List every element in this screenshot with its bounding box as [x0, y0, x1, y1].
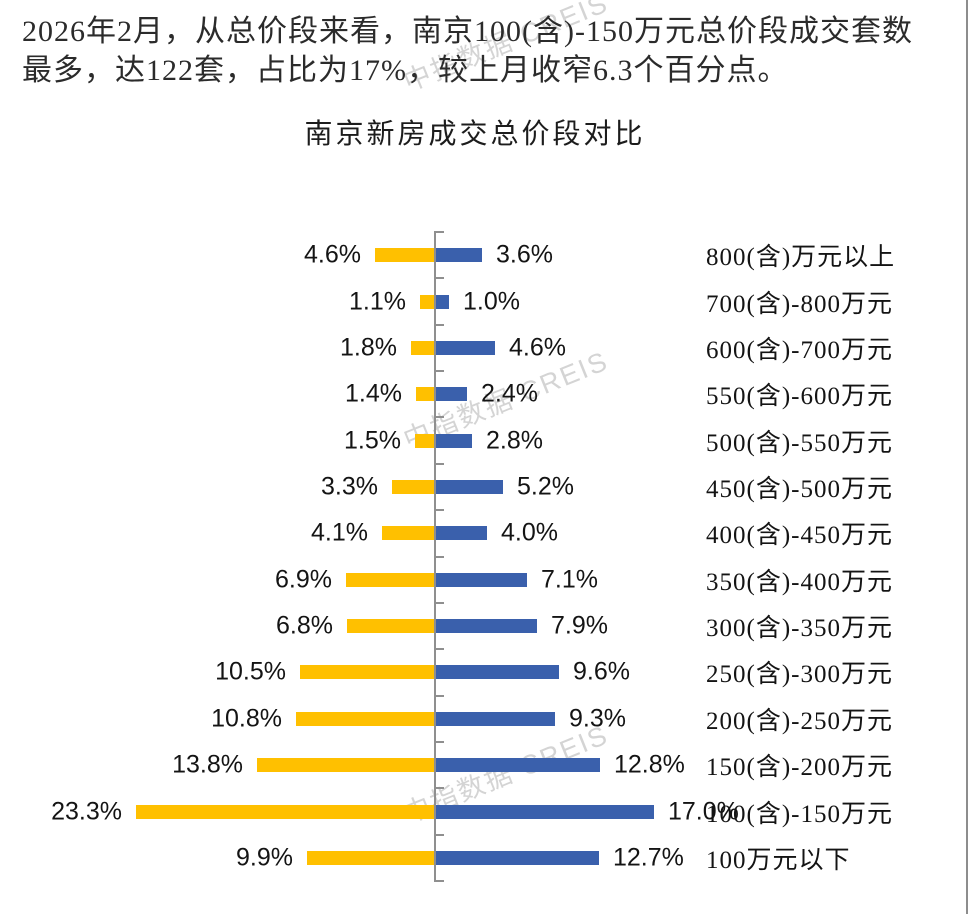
axis-tick	[434, 880, 444, 883]
bar-right-blue	[436, 248, 482, 263]
value-label-left: 1.8%	[340, 333, 397, 362]
axis-tick	[434, 555, 444, 558]
bar-right-blue	[436, 804, 654, 819]
bar-left-yellow	[392, 479, 434, 494]
value-label-right: 12.8%	[614, 750, 685, 779]
value-label-right: 4.0%	[501, 518, 558, 547]
axis-tick	[434, 231, 444, 233]
category-label: 700(含)-800万元	[706, 290, 893, 318]
page-edge-line	[966, 0, 968, 914]
bar-left-yellow	[347, 619, 434, 634]
value-label-left: 10.5%	[215, 657, 286, 686]
bar-left-yellow	[296, 711, 434, 726]
value-label-right: 2.4%	[481, 379, 538, 408]
category-label: 250(含)-300万元	[706, 661, 893, 689]
axis-tick	[434, 648, 444, 651]
bar-left-yellow	[411, 340, 434, 355]
bar-left-yellow	[307, 850, 434, 865]
category-label: 400(含)-450万元	[706, 522, 893, 550]
bar-right-blue	[436, 665, 559, 680]
value-label-left: 6.9%	[275, 565, 332, 594]
category-label: 350(含)-400万元	[706, 568, 893, 596]
axis-tick	[434, 694, 444, 697]
bar-right-blue	[436, 758, 600, 773]
axis-tick	[434, 462, 444, 465]
axis-tick	[434, 277, 444, 280]
value-label-right: 5.2%	[517, 472, 574, 501]
category-label: 150(含)-200万元	[706, 754, 893, 782]
value-label-left: 4.1%	[311, 518, 368, 547]
value-label-right: 2.8%	[486, 426, 543, 455]
bar-right-blue	[436, 387, 467, 402]
category-label: 450(含)-500万元	[706, 475, 893, 503]
value-label-left: 13.8%	[172, 750, 243, 779]
value-label-right: 4.6%	[509, 333, 566, 362]
tornado-chart: 4.6% 3.6% 800(含)万元以上 1.1% 1.0% 700(含)-800万元 1.…	[0, 231, 970, 884]
value-label-left: 1.1%	[349, 287, 406, 316]
axis-tick	[434, 509, 444, 512]
axis-tick	[434, 416, 444, 419]
bar-right-blue	[436, 526, 487, 541]
bar-right-blue	[436, 479, 503, 494]
value-label-right: 17.0%	[668, 797, 739, 825]
category-label: 300(含)-350万元	[706, 615, 893, 643]
bar-right-blue	[436, 433, 472, 448]
value-label-right: 7.9%	[551, 611, 608, 640]
bar-right-blue	[436, 711, 555, 726]
value-label-left: 23.3%	[51, 797, 122, 825]
summary-line-2: 最多，达122套，占比为17%，较上月收窄6.3个百分点。	[22, 54, 789, 87]
value-label-left: 1.5%	[344, 426, 401, 455]
value-label-right: 12.7%	[613, 843, 684, 872]
bar-left-yellow	[375, 248, 434, 263]
bar-left-yellow	[346, 572, 434, 587]
category-label: 100万元以下	[706, 846, 851, 874]
bar-left-yellow	[416, 387, 434, 402]
axis-tick	[434, 787, 444, 790]
value-label-right: 1.0%	[463, 287, 520, 316]
axis-tick	[434, 740, 444, 743]
report-summary: 2026年2月，从总价段来看，南京100(含)-150万元总价段成交套数 最多，…	[22, 12, 952, 90]
axis-tick	[434, 370, 444, 373]
value-label-right: 9.3%	[569, 704, 626, 733]
value-label-left: 1.4%	[345, 379, 402, 408]
bar-left-yellow	[300, 665, 434, 680]
bar-right-blue	[436, 572, 527, 587]
value-label-right: 3.6%	[496, 240, 553, 269]
axis-tick	[434, 601, 444, 604]
value-label-left: 10.8%	[211, 704, 282, 733]
axis-tick	[434, 323, 444, 326]
summary-line-1: 2026年2月，从总价段来看，南京100(含)-150万元总价段成交套数	[22, 15, 913, 48]
category-label: 600(含)-700万元	[706, 336, 893, 364]
category-label: 550(含)-600万元	[706, 383, 893, 411]
category-label: 100(含)-150万元	[706, 800, 893, 828]
bar-left-yellow	[136, 804, 434, 819]
value-label-right: 9.6%	[573, 657, 630, 686]
value-label-left: 4.6%	[304, 240, 361, 269]
bar-right-blue	[436, 619, 537, 634]
value-label-left: 9.9%	[236, 843, 293, 872]
bar-right-blue	[436, 340, 495, 355]
value-label-left: 6.8%	[276, 611, 333, 640]
category-label: 800(含)万元以上	[706, 244, 896, 272]
axis-tick	[434, 833, 444, 836]
bar-right-blue	[436, 850, 599, 865]
value-label-right: 7.1%	[541, 565, 598, 594]
value-label-left: 3.3%	[321, 472, 378, 501]
bar-left-yellow	[420, 294, 434, 309]
bar-right-blue	[436, 294, 449, 309]
category-label: 200(含)-250万元	[706, 707, 893, 735]
category-label: 500(含)-550万元	[706, 429, 893, 457]
chart-title: 南京新房成交总价段对比	[304, 119, 646, 150]
bar-left-yellow	[415, 433, 434, 448]
bar-left-yellow	[382, 526, 434, 541]
bar-left-yellow	[257, 758, 434, 773]
